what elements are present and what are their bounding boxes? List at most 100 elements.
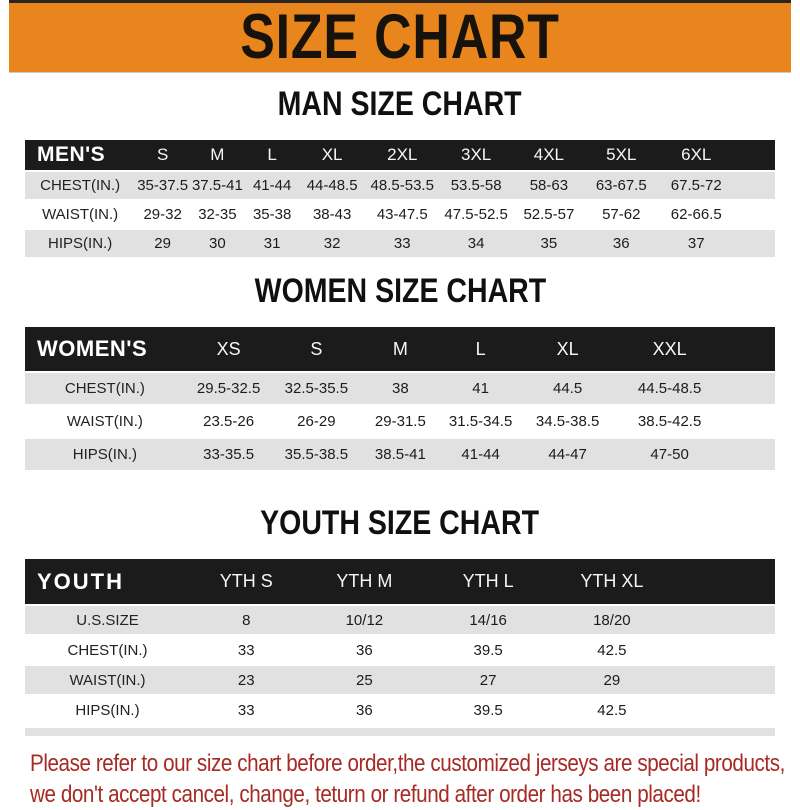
disclaimer-line-1: Please refer to our size chart before or… xyxy=(30,750,785,777)
size-value: 29-32 xyxy=(135,201,190,228)
men-column-header: 4XL xyxy=(512,140,586,170)
size-value: 25 xyxy=(302,666,427,694)
table-row: HIPS(IN.) 33 36 39.5 42.5 xyxy=(25,696,775,724)
table-bottom-band xyxy=(25,728,775,736)
row-label: HIPS(IN.) xyxy=(25,439,185,470)
men-column-header: M xyxy=(190,140,245,170)
size-value: 44-47 xyxy=(520,439,615,470)
women-section-heading: WOMEN SIZE CHART xyxy=(0,270,800,312)
size-value: 26-29 xyxy=(272,406,361,437)
size-value: 35.5-38.5 xyxy=(272,439,361,470)
row-label: WAIST(IN.) xyxy=(25,406,185,437)
spacer-cell xyxy=(724,439,775,470)
size-value: 42.5 xyxy=(550,636,674,664)
disclaimer-line-2: we don't accept cancel, change, teturn o… xyxy=(30,781,701,808)
row-label: CHEST(IN.) xyxy=(25,172,136,199)
size-value: 8 xyxy=(190,606,303,634)
size-value: 39.5 xyxy=(426,696,550,724)
youth-table-header-row: YOUTH YTH S YTH M YTH L YTH XL xyxy=(25,559,775,604)
size-value: 10/12 xyxy=(302,606,427,634)
size-value: 41 xyxy=(440,373,521,404)
row-label: U.S.SIZE xyxy=(25,606,190,634)
spacer-cell xyxy=(724,373,775,404)
spacer-cell xyxy=(673,636,775,664)
spacer-cell xyxy=(673,666,775,694)
women-column-header: XS xyxy=(184,327,273,371)
spacer-cell xyxy=(724,406,775,437)
size-value: 32-35 xyxy=(190,201,245,228)
size-value: 35 xyxy=(512,230,586,257)
row-label: HIPS(IN.) xyxy=(25,230,136,257)
size-value: 23.5-26 xyxy=(184,406,273,437)
size-value: 63-67.5 xyxy=(585,172,658,199)
disclaimer: Please refer to our size chart before or… xyxy=(30,748,800,810)
men-table-header-row: MEN'S S M L XL 2XL 3XL 4XL 5XL 6XL xyxy=(25,140,775,170)
size-value: 42.5 xyxy=(550,696,674,724)
youth-section-heading: YOUTH SIZE CHART xyxy=(0,502,800,544)
banner-title: SIZE CHART xyxy=(240,0,560,71)
women-column-header: XL xyxy=(520,327,615,371)
table-row: U.S.SIZE 8 10/12 14/16 18/20 xyxy=(25,606,775,634)
size-value: 36 xyxy=(302,636,427,664)
spacer-cell xyxy=(735,230,775,257)
size-value: 38-43 xyxy=(299,201,365,228)
row-label: HIPS(IN.) xyxy=(25,696,190,724)
size-value: 39.5 xyxy=(426,636,550,664)
youth-section: YOUTH SIZE CHART YOUTH YTH S YTH M YTH L… xyxy=(0,502,800,736)
men-section: MAN SIZE CHART MEN'S S M L XL 2XL 3XL 4X… xyxy=(0,84,800,259)
size-value: 31 xyxy=(244,230,300,257)
table-row: CHEST(IN.) 35-37.5 37.5-41 41-44 44-48.5… xyxy=(25,172,775,199)
size-value: 14/16 xyxy=(426,606,550,634)
size-value: 33-35.5 xyxy=(184,439,273,470)
size-value: 38.5-41 xyxy=(360,439,441,470)
men-section-heading: MAN SIZE CHART xyxy=(0,84,800,125)
size-value: 23 xyxy=(190,666,303,694)
youth-size-table: YOUTH YTH S YTH M YTH L YTH XL U.S.SIZE … xyxy=(25,557,775,726)
men-column-header: 5XL xyxy=(585,140,658,170)
size-value: 33 xyxy=(364,230,440,257)
size-value: 32.5-35.5 xyxy=(272,373,361,404)
men-column-header: S xyxy=(135,140,190,170)
size-value: 35-37.5 xyxy=(135,172,190,199)
men-table-header-label: MEN'S xyxy=(25,140,136,170)
size-value: 36 xyxy=(585,230,658,257)
table-row: WAIST(IN.) 23.5-26 26-29 29-31.5 31.5-34… xyxy=(25,406,775,437)
size-value: 36 xyxy=(302,696,427,724)
row-label: CHEST(IN.) xyxy=(25,373,185,404)
size-value: 32 xyxy=(299,230,365,257)
table-row: CHEST(IN.) 33 36 39.5 42.5 xyxy=(25,636,775,664)
spacer-cell xyxy=(673,696,775,724)
spacer-cell xyxy=(735,140,775,170)
size-value: 52.5-57 xyxy=(512,201,586,228)
size-value: 31.5-34.5 xyxy=(440,406,521,437)
size-value: 38 xyxy=(360,373,441,404)
women-section-heading-text: WOMEN SIZE CHART xyxy=(254,270,546,311)
women-section: WOMEN SIZE CHART WOMEN'S XS S M L XL XXL… xyxy=(0,270,800,472)
size-value: 34 xyxy=(439,230,513,257)
size-value: 58-63 xyxy=(512,172,586,199)
size-value: 38.5-42.5 xyxy=(614,406,725,437)
table-row: HIPS(IN.) 33-35.5 35.5-38.5 38.5-41 41-4… xyxy=(25,439,775,470)
size-value: 35-38 xyxy=(244,201,300,228)
women-column-header: XXL xyxy=(614,327,725,371)
size-value: 29 xyxy=(550,666,674,694)
size-value: 18/20 xyxy=(550,606,674,634)
women-column-header: S xyxy=(272,327,361,371)
women-table-header-label: WOMEN'S xyxy=(25,327,185,371)
size-value: 44.5-48.5 xyxy=(614,373,725,404)
size-value: 67.5-72 xyxy=(657,172,736,199)
size-value: 41-44 xyxy=(244,172,300,199)
table-row: WAIST(IN.) 23 25 27 29 xyxy=(25,666,775,694)
men-column-header: L xyxy=(244,140,300,170)
size-value: 33 xyxy=(190,636,303,664)
size-value: 29-31.5 xyxy=(360,406,441,437)
men-column-header: XL xyxy=(299,140,365,170)
youth-table-header-label: YOUTH xyxy=(25,559,190,604)
spacer-cell xyxy=(724,327,775,371)
youth-section-heading-text: YOUTH SIZE CHART xyxy=(260,502,540,543)
youth-column-header: YTH L xyxy=(426,559,550,604)
size-value: 29 xyxy=(135,230,190,257)
size-value: 57-62 xyxy=(585,201,658,228)
size-value: 47-50 xyxy=(614,439,725,470)
size-value: 43-47.5 xyxy=(364,201,440,228)
